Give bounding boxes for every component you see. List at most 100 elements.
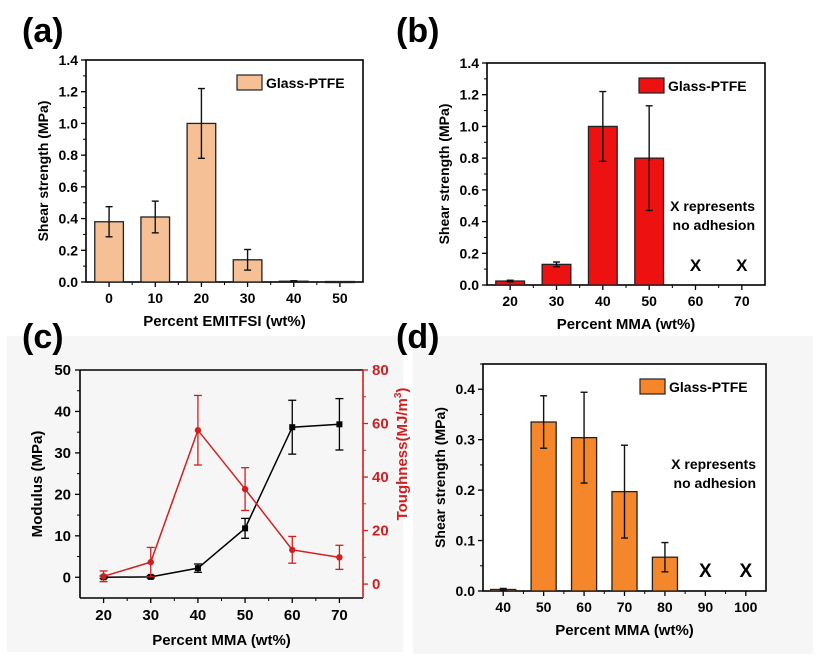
plot-frame (486, 62, 766, 286)
x-axis-label: Percent MMA (wt%) (555, 622, 694, 639)
legend-label: Glass-PTFE (668, 78, 747, 94)
x-tick-label: 20 (194, 290, 210, 306)
y-left-tick-label: 30 (54, 445, 71, 462)
y-tick-label: 0.2 (460, 245, 480, 261)
legend: Glass-PTFE (236, 74, 345, 91)
y-tick-label: 0.2 (59, 242, 79, 258)
y-right-tick-label: 60 (372, 416, 389, 433)
y-tick-label: 0.4 (460, 214, 480, 230)
x-tick-label: 50 (641, 293, 657, 309)
x-tick-label: 30 (549, 293, 565, 309)
series-toughness (99, 394, 344, 583)
y-axis-label: Shear strength (MPa) (35, 101, 51, 242)
x-tick-label: 60 (688, 293, 704, 309)
x-axis-label: Percent EMITFSI (wt%) (143, 313, 306, 330)
chart-a: 0.0 0.2 0.4 0.6 0.8 1.0 1.2 1.4 0 10 20 30 40 50 Perce… (35, 52, 364, 330)
x-tick-label: 20 (502, 293, 518, 309)
legend: Glass-PTFE (638, 77, 747, 94)
series-line (103, 428, 340, 578)
no-adhesion-marker: X (739, 561, 752, 582)
plot-frame (85, 59, 364, 283)
data-point (289, 546, 296, 554)
y-right-tick-label: 80 (372, 362, 389, 379)
panel-label-b: (b) (396, 12, 440, 50)
legend-swatch (639, 378, 666, 395)
panel-label-a: (a) (22, 12, 64, 50)
y-left-tick-label: 20 (54, 486, 71, 503)
x-tick-label: 30 (142, 607, 159, 624)
x-tick-label: 50 (536, 599, 552, 615)
y-tick-label: 0.8 (460, 150, 480, 166)
y-right-tick-label: 40 (372, 469, 389, 486)
x-tick-label: 50 (237, 607, 254, 624)
x-axis-label: Percent MMA (wt%) (557, 316, 696, 333)
x-tick-label: 50 (332, 290, 348, 306)
y-tick-label: 0.6 (59, 179, 79, 195)
y-axis-label: Shear strength (MPa) (436, 104, 452, 245)
no-adhesion-marker: X (699, 561, 712, 582)
data-point (100, 573, 107, 580)
legend-label: Glass-PTFE (266, 75, 345, 91)
plot-frame (482, 363, 767, 592)
annotation-text: no adhesion (674, 475, 756, 491)
x-tick-label: 100 (734, 599, 758, 615)
panel-label-c: (c) (22, 318, 64, 356)
series-modulus (99, 397, 344, 581)
x-tick-label: 70 (331, 607, 348, 624)
y-tick-label: 1.2 (59, 84, 79, 100)
x-tick-label: 40 (286, 290, 302, 306)
chart-c: 0 10 20 30 40 50 0 20 40 60 80 20 30 40 50 60 70 Percent … (29, 362, 411, 649)
annotation-text: no adhesion (673, 217, 755, 233)
y-tick-label: 0.4 (59, 211, 79, 227)
x-tick-label: 90 (698, 599, 714, 615)
legend-label: Glass-PTFE (669, 379, 748, 395)
x-tick-label: 60 (284, 607, 301, 624)
y-right-tick-label: 0 (372, 576, 380, 593)
y-tick-label: 1.2 (460, 87, 480, 103)
x-tick-label: 30 (240, 290, 256, 306)
x-tick-label: 40 (190, 607, 207, 624)
chart-b: 0.0 0.2 0.4 0.6 0.8 1.0 1.2 1.4 20 30 40 50 60 X 70 X Pe… (436, 55, 766, 333)
x-tick-label: 40 (495, 599, 511, 615)
no-adhesion-marker: X (690, 256, 702, 275)
y-left-axis-label: Modulus (MPa) (29, 431, 46, 538)
x-tick-label: 20 (95, 607, 112, 624)
y-tick-label: 0.8 (59, 147, 79, 163)
y-tick-label: 0.0 (460, 277, 480, 293)
series-line (103, 423, 340, 579)
y-tick-label: 1.0 (59, 115, 79, 131)
y-left-tick-label: 40 (54, 403, 71, 420)
y-tick-label: 0.0 (59, 274, 79, 290)
x-tick-label: 10 (147, 290, 163, 306)
y-tick-label: 0.4 (456, 381, 476, 397)
legend-swatch (638, 77, 665, 94)
x-tick-label: 40 (595, 293, 611, 309)
y-tick-label: 0.1 (456, 533, 476, 549)
legend-swatch (236, 74, 263, 91)
bar-50 (324, 280, 355, 284)
x-tick-label: 60 (576, 599, 592, 615)
y-right-axis-label: Toughness(MJ/m3) (393, 388, 411, 521)
no-adhesion-marker: X (736, 256, 748, 275)
y-tick-label: 1.0 (460, 118, 480, 134)
data-point (242, 525, 249, 532)
data-point (147, 558, 154, 566)
legend: Glass-PTFE (639, 378, 748, 395)
data-point (241, 485, 249, 493)
data-point (194, 427, 202, 434)
y-tick-label: 0.3 (456, 432, 476, 448)
y-tick-label: 1.4 (59, 52, 79, 68)
data-point (336, 554, 343, 561)
bar-30 (541, 263, 572, 286)
x-tick-label: 70 (617, 599, 633, 615)
x-tick-label: 80 (657, 599, 673, 615)
data-point (289, 424, 296, 431)
y-left-tick-label: 10 (54, 528, 71, 545)
annotation-text: X represents (670, 198, 755, 214)
y-tick-label: 0.6 (460, 182, 480, 198)
y-axis-label: Shear strength (MPa) (432, 407, 448, 548)
annotation-text: X represents (671, 456, 756, 472)
data-point (194, 565, 201, 572)
y-left-tick-label: 0 (63, 569, 71, 586)
